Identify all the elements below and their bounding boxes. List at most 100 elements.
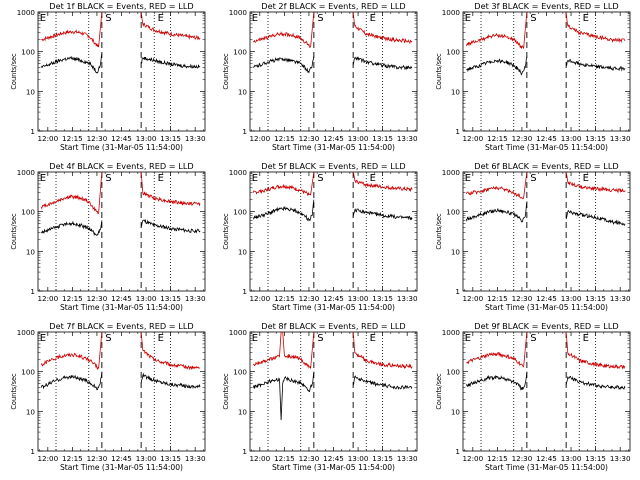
x-tick-label: 12:00 — [462, 294, 483, 303]
marker-annotation: S — [530, 173, 536, 184]
x-tick-label: 13:15 — [160, 134, 181, 143]
x-axis-label: Start Time (31-Mar-05 11:54:00) — [60, 143, 183, 152]
series-red-lld-line — [98, 172, 103, 214]
x-tick-label: 13:30 — [185, 454, 206, 463]
x-tick-label: 12:30 — [299, 134, 320, 143]
series-red-lld-line — [352, 172, 413, 193]
x-tick-label: 13:00 — [136, 454, 157, 463]
y-axis-label: Counts/sec — [435, 53, 443, 90]
series-red-lld-line — [352, 332, 413, 370]
panel-det-2: Det 2f BLACK = Events, RED = LLD 12:00 12:… — [222, 1, 418, 152]
series-red-lld-line — [523, 12, 528, 49]
axis-frame — [37, 171, 206, 292]
x-tick-label: 13:30 — [610, 454, 631, 463]
x-tick-label: 13:15 — [372, 454, 393, 463]
x-tick-label: 12:30 — [512, 134, 533, 143]
x-tick-label: 13:00 — [561, 454, 582, 463]
x-tick-label: 13:15 — [160, 454, 181, 463]
series-black-events-line — [140, 372, 201, 390]
marker-annotation: S — [105, 13, 111, 24]
y-tick-label: 1 — [30, 127, 35, 136]
series-black-events-line — [40, 53, 103, 74]
y-axis-label: Counts/sec — [435, 373, 443, 410]
marker-annotation: E — [465, 13, 471, 24]
x-tick-label: 13:15 — [585, 294, 606, 303]
marker-annotation: S — [317, 333, 323, 344]
x-tick-label: 12:30 — [299, 454, 320, 463]
x-tick-label: 12:00 — [37, 294, 58, 303]
y-tick-label: 1000 — [229, 168, 248, 177]
x-tick-label: 13:00 — [561, 134, 582, 143]
marker-annotation: E — [370, 333, 376, 344]
x-tick-label: 12:30 — [512, 454, 533, 463]
axis-frame — [462, 331, 631, 452]
y-tick-label: 1 — [242, 447, 247, 456]
x-axis-label: Start Time (31-Mar-05 11:54:00) — [60, 303, 183, 312]
y-axis-label: Counts/sec — [222, 373, 230, 410]
y-tick-label: 100 — [233, 368, 247, 377]
y-tick-label: 1000 — [17, 168, 36, 177]
panel-det-7: Det 7f BLACK = Events, RED = LLD 12:00 12:… — [10, 321, 206, 472]
marker-annotation: E — [583, 333, 589, 344]
x-tick-label: 12:45 — [323, 294, 344, 303]
series-red-lld-line — [40, 194, 99, 215]
y-tick-label: 1 — [242, 127, 247, 136]
series-black-events-line — [565, 375, 626, 390]
x-tick-label: 12:15 — [274, 454, 295, 463]
panel-title: Det 7f BLACK = Events, RED = LLD — [49, 321, 193, 331]
y-tick-label: 1 — [455, 127, 460, 136]
y-tick-label: 10 — [451, 87, 461, 96]
x-tick-label: 12:15 — [487, 294, 508, 303]
panel-title: Det 6f BLACK = Events, RED = LLD — [474, 161, 618, 171]
y-tick-label: 100 — [446, 368, 460, 377]
series-red-lld-line — [40, 352, 99, 370]
y-axis-label: Counts/sec — [10, 373, 18, 410]
y-tick-label: 1 — [242, 287, 247, 296]
series-red-lld-line — [310, 172, 315, 196]
marker-annotation: S — [105, 173, 111, 184]
series-red-lld-line — [466, 351, 524, 368]
axis-frame — [37, 331, 206, 452]
marker-annotation: E — [583, 173, 589, 184]
x-tick-label: 13:15 — [585, 134, 606, 143]
y-tick-label: 1000 — [229, 328, 248, 337]
series-red-lld-line — [253, 31, 311, 48]
x-tick-label: 12:15 — [274, 134, 295, 143]
x-tick-label: 12:15 — [487, 454, 508, 463]
marker-annotation: S — [317, 13, 323, 24]
series-red-lld-line — [565, 12, 626, 43]
y-tick-label: 10 — [238, 247, 248, 256]
panel-det-9: Det 9f BLACK = Events, RED = LLD 12:00 12:… — [435, 321, 631, 472]
marker-annotation: E — [370, 173, 376, 184]
x-tick-label: 12:45 — [536, 294, 557, 303]
series-red-lld-line — [352, 12, 413, 45]
series-black-events-line — [252, 371, 315, 421]
y-tick-label: 1 — [455, 287, 460, 296]
x-tick-label: 13:30 — [397, 134, 418, 143]
x-tick-label: 12:00 — [249, 294, 270, 303]
x-tick-label: 12:00 — [37, 134, 58, 143]
x-tick-label: 12:15 — [274, 294, 295, 303]
x-tick-label: 13:30 — [397, 294, 418, 303]
x-tick-label: 12:15 — [62, 454, 83, 463]
marker-annotation: S — [317, 173, 323, 184]
marker-annotation: E — [465, 173, 471, 184]
series-black-events-line — [140, 218, 201, 234]
panel-title: Det 2f BLACK = Events, RED = LLD — [261, 1, 405, 11]
y-tick-label: 1000 — [17, 328, 36, 337]
series-black-events-line — [352, 375, 413, 390]
y-tick-label: 10 — [26, 407, 36, 416]
axis-frame — [249, 11, 418, 132]
x-tick-label: 12:30 — [512, 294, 533, 303]
x-tick-label: 12:45 — [111, 454, 132, 463]
y-tick-label: 1000 — [17, 8, 36, 17]
marker-annotation: S — [530, 13, 536, 24]
y-tick-label: 10 — [238, 407, 248, 416]
series-red-lld-line — [253, 332, 311, 369]
series-black-events-line — [352, 56, 413, 71]
marker-annotation: E — [40, 333, 46, 344]
y-tick-label: 100 — [21, 208, 35, 217]
series-red-lld-line — [310, 12, 315, 48]
x-tick-label: 13:15 — [160, 294, 181, 303]
